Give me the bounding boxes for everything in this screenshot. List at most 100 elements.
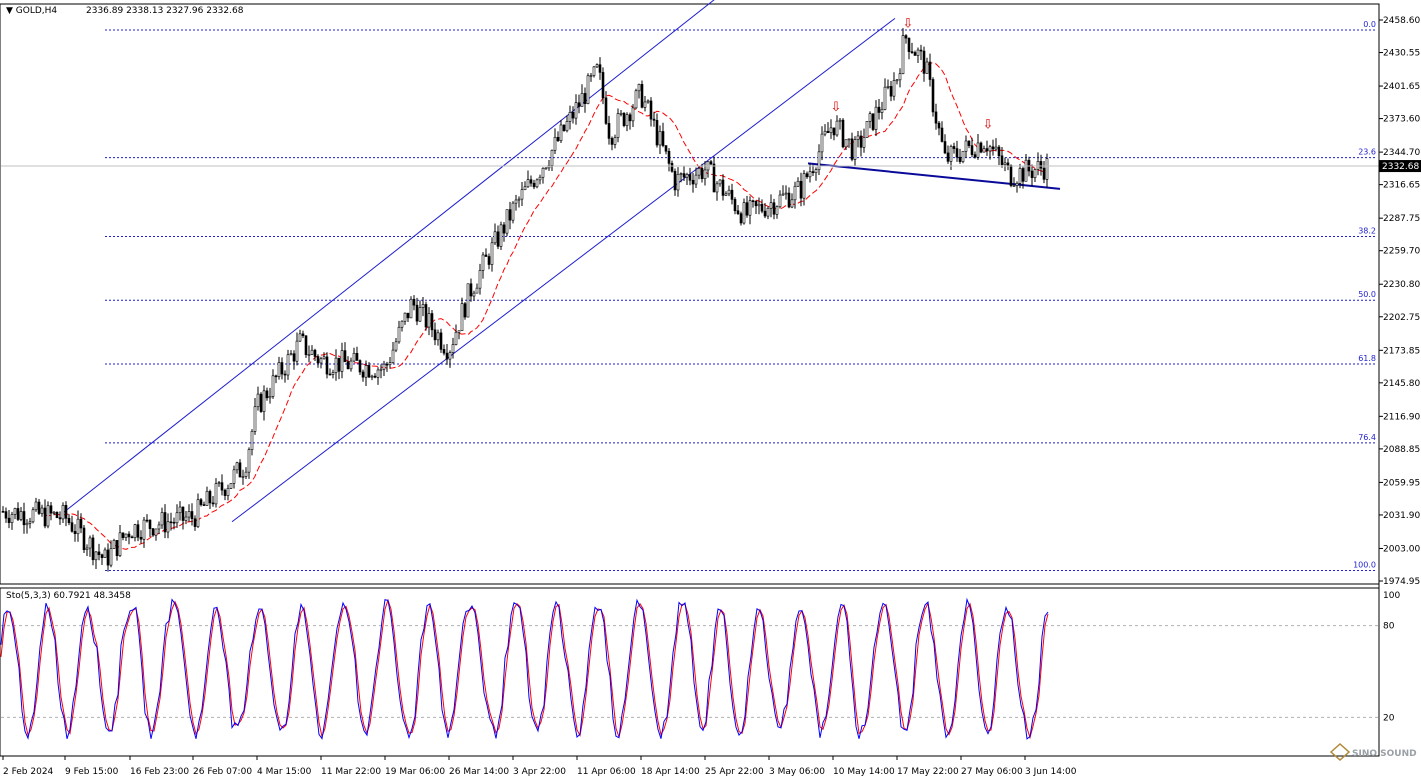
candle-body — [196, 499, 200, 527]
candle-body — [628, 114, 632, 122]
candle-body — [871, 113, 875, 130]
candle-body — [712, 163, 716, 193]
oscillator-level-label: 20 — [1383, 713, 1395, 723]
candle-body — [820, 133, 824, 153]
candle-body — [148, 519, 152, 529]
candle-body — [553, 136, 557, 151]
candle-body — [220, 482, 224, 491]
candle-body — [112, 540, 116, 549]
candle-body — [250, 431, 254, 450]
candle-body — [640, 84, 644, 108]
candle-body — [163, 512, 167, 533]
candle-body — [190, 511, 194, 520]
candle-body — [304, 335, 308, 355]
candle-body — [985, 148, 989, 152]
candle-body — [472, 292, 476, 297]
candle-body — [487, 256, 491, 265]
down-arrow-icon: ⇩ — [983, 118, 994, 133]
candle-body — [1039, 161, 1043, 169]
candle-body — [865, 121, 869, 138]
price-tick-label: 2003.00 — [1383, 544, 1420, 554]
candle-body — [133, 524, 137, 538]
candle-body — [838, 119, 842, 122]
candle-body — [538, 176, 542, 181]
candle-body — [907, 37, 911, 52]
time-tick-label: 9 Feb 15:00 — [65, 767, 119, 777]
price-tick-label: 2401.65 — [1383, 82, 1420, 92]
candle-body — [166, 521, 170, 533]
candle-body — [1000, 155, 1004, 165]
candle-body — [214, 483, 218, 505]
candle-body — [463, 303, 467, 318]
current-price-label: 2332.68 — [1382, 162, 1419, 172]
candle-body — [301, 333, 305, 337]
price-pane[interactable]: 0.0 23.6 38.2 50.0 61.8 76.4 100.0 ⇩ ⇩ ⇩ ▼ GOLD,… — [0, 0, 1380, 585]
price-tick-label: 2344.70 — [1383, 148, 1420, 158]
candle-body — [457, 330, 461, 333]
candle-body — [889, 86, 893, 97]
oscillator-pane[interactable]: Sto(5,3,3) 60.7921 48.3458 — [0, 587, 1380, 757]
price-tick-label: 2430.55 — [1383, 49, 1420, 59]
price-tick-label: 2031.90 — [1383, 511, 1420, 521]
candle-body — [547, 165, 551, 169]
candle-body — [406, 312, 410, 319]
candle-body — [718, 179, 722, 185]
candle-body — [970, 145, 974, 155]
price-tick-label: 2088.85 — [1383, 445, 1420, 455]
fib-level-label: 38.2 — [1358, 226, 1376, 235]
candle-body — [211, 502, 215, 505]
candle-body — [1018, 168, 1022, 184]
candle-body — [124, 533, 128, 538]
candle-body — [670, 163, 674, 172]
candle-body — [757, 203, 761, 207]
time-tick-label: 17 May 22:00 — [897, 767, 959, 777]
candle-body — [787, 192, 791, 208]
candle-body — [97, 551, 101, 556]
candle-body — [526, 179, 530, 188]
candle-body — [577, 102, 581, 107]
candle-body — [238, 462, 242, 478]
candle-body — [637, 84, 641, 92]
candle-body — [241, 476, 245, 478]
candle-body — [646, 100, 650, 103]
candle-body — [649, 100, 653, 120]
candle-body — [832, 127, 836, 136]
candle-body — [142, 519, 146, 540]
candle-body — [121, 532, 125, 538]
candle-body — [145, 519, 149, 522]
candle-body — [349, 360, 353, 370]
candle-body — [634, 90, 638, 109]
candle-body — [73, 531, 77, 535]
candle-body — [61, 505, 65, 520]
stochastic-main-line — [0, 597, 1049, 740]
candle-body — [772, 202, 776, 215]
price-tick-label: 2202.75 — [1383, 313, 1420, 323]
price-tick-label: 2316.65 — [1383, 181, 1420, 191]
candle-body — [676, 173, 680, 191]
price-tick-label: 2145.80 — [1383, 379, 1420, 389]
candle-body — [367, 365, 371, 378]
candle-body — [748, 200, 752, 216]
candle-body — [277, 362, 281, 377]
candle-body — [940, 127, 944, 142]
current-price-tag: 2332.68 — [1379, 160, 1421, 173]
time-axis[interactable]: 2 Feb 2024 9 Feb 15:00 16 Feb 23:00 26 Feb … — [2, 756, 1077, 777]
candle-body — [451, 344, 455, 353]
candle-body — [694, 174, 698, 185]
candle-body — [37, 501, 41, 514]
candle-body — [754, 200, 758, 207]
candle-body — [496, 231, 500, 247]
price-axis[interactable]: 2458.60 2430.55 2401.65 2373.60 2344.70 2316.… — [1378, 4, 1420, 756]
price-tick-label: 2259.70 — [1383, 247, 1420, 257]
candle-body — [979, 142, 983, 153]
candle-body — [385, 363, 389, 366]
candle-body — [109, 548, 113, 566]
time-tick-label: 18 Apr 14:00 — [641, 767, 700, 777]
candle-body — [562, 124, 566, 131]
candle-body — [763, 210, 767, 217]
candle-body — [709, 161, 713, 165]
candle-body — [475, 287, 479, 294]
candle-body — [799, 180, 803, 199]
candle-body — [1030, 170, 1034, 178]
